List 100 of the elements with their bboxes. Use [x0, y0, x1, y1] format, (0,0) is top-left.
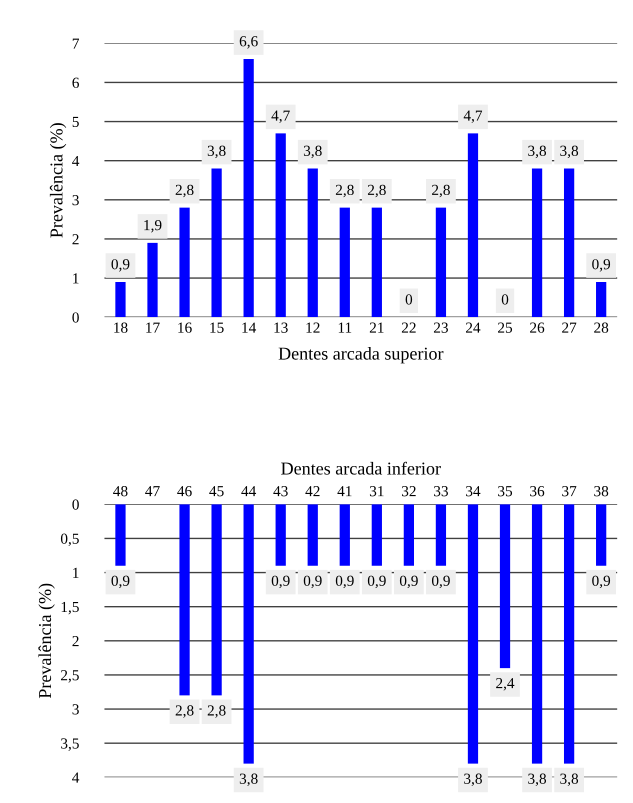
x-tick-label: 38: [594, 486, 608, 496]
data-label: 2,8: [336, 184, 354, 198]
data-label: 0,9: [400, 576, 418, 588]
data-label: 0,9: [368, 576, 386, 588]
bar: [276, 133, 286, 318]
bar: [564, 504, 574, 764]
y-tick-label: 6: [72, 78, 79, 88]
bar: [179, 504, 190, 696]
y-tick-label: 0: [72, 499, 79, 510]
data-label: 2,8: [176, 705, 194, 718]
data-label: 6,6: [240, 36, 258, 49]
x-tick-label: 11: [338, 322, 352, 333]
data-label: 0,9: [112, 576, 130, 588]
bar: [340, 504, 350, 566]
data-label: 3,8: [528, 146, 546, 158]
data-label: 2,8: [432, 184, 450, 198]
x-tick-label: 22: [402, 322, 416, 333]
x-tick-label: 47: [145, 486, 160, 496]
x-tick-label: 17: [146, 322, 160, 333]
x-axis-title: Dentes arcada inferior: [281, 462, 441, 475]
x-tick-label: 15: [210, 322, 224, 333]
bar: [372, 208, 382, 318]
bar: [147, 242, 158, 318]
data-label: 3,8: [304, 146, 322, 158]
y-tick-label: 2,5: [61, 670, 79, 683]
x-tick-label: 28: [594, 322, 608, 333]
bar: [115, 282, 126, 318]
bar: [596, 504, 606, 566]
bar: [404, 504, 414, 566]
bar: [596, 282, 606, 318]
bar: [244, 59, 254, 318]
bar: [436, 208, 446, 318]
x-tick-label: 41: [337, 486, 352, 496]
data-label: 0,9: [272, 576, 290, 588]
x-tick-label: 37: [562, 486, 576, 496]
y-tick-label: 3,5: [61, 738, 79, 751]
bar: [308, 504, 318, 566]
x-tick-label: 46: [177, 486, 192, 496]
y-tick-label: 3: [72, 195, 79, 206]
data-label: 0: [406, 294, 412, 305]
bar: [532, 504, 542, 764]
data-label: 2,8: [208, 705, 226, 718]
data-label: 3,8: [560, 146, 578, 158]
x-tick-label: 42: [305, 486, 320, 496]
data-label: 3,8: [560, 774, 578, 786]
bar: [372, 504, 382, 566]
x-tick-label: 32: [402, 486, 416, 496]
x-tick-label: 12: [306, 322, 320, 333]
data-label: 0,9: [592, 576, 610, 588]
data-label: 1,9: [144, 220, 162, 232]
y-tick-label: 0: [72, 312, 79, 323]
data-label: 0,9: [432, 576, 450, 588]
x-tick-label: 31: [370, 486, 384, 496]
data-label: 4,7: [464, 110, 482, 123]
x-tick-label: 45: [209, 486, 224, 496]
y-tick-label: 5: [72, 116, 79, 128]
y-tick-label: 2: [72, 234, 79, 244]
data-label: 2,4: [496, 678, 514, 690]
data-label: 3,8: [528, 774, 546, 786]
data-label: 2,8: [176, 184, 194, 198]
data-label: 0,9: [592, 259, 610, 272]
data-label: 0,9: [112, 259, 130, 272]
data-label: 2,8: [368, 184, 386, 198]
y-tick-label: 4: [72, 772, 80, 783]
x-tick-label: 23: [434, 322, 448, 333]
x-tick-label: 33: [434, 486, 448, 496]
bar: [564, 168, 574, 318]
data-label: 3,8: [240, 774, 258, 786]
x-tick-label: 35: [498, 486, 512, 496]
x-tick-label: 27: [562, 322, 576, 333]
x-tick-label: 26: [530, 322, 544, 333]
y-tick-label: 7: [72, 38, 80, 49]
x-tick-label: 14: [242, 322, 256, 333]
x-tick-label: 16: [178, 322, 192, 333]
x-tick-label: 43: [273, 486, 288, 496]
x-tick-label: 44: [241, 486, 256, 496]
x-tick-label: 13: [274, 322, 288, 333]
y-tick-label: 4: [72, 156, 80, 166]
y-axis-title: Prevalência (%): [50, 123, 66, 238]
bar: [532, 168, 542, 318]
bar: [468, 504, 478, 764]
x-tick-label: 18: [114, 322, 128, 333]
bar: [436, 504, 446, 566]
x-tick-label: 24: [466, 322, 480, 333]
bar: [340, 208, 350, 318]
bar: [244, 504, 254, 764]
x-tick-label: 34: [466, 486, 480, 496]
bar: [276, 504, 286, 566]
bar: [308, 168, 318, 318]
y-tick-label: 2: [72, 636, 79, 646]
y-tick-label: 1: [73, 568, 79, 578]
y-tick-label: 1: [73, 273, 79, 284]
x-tick-label: 36: [530, 486, 544, 496]
data-label: 3,8: [464, 774, 482, 786]
data-label: 3,8: [208, 146, 226, 158]
data-label: 4,7: [271, 110, 290, 123]
bar: [115, 504, 126, 566]
bar: [211, 168, 222, 318]
x-tick-label: 48: [113, 486, 128, 496]
bar: [179, 208, 190, 318]
